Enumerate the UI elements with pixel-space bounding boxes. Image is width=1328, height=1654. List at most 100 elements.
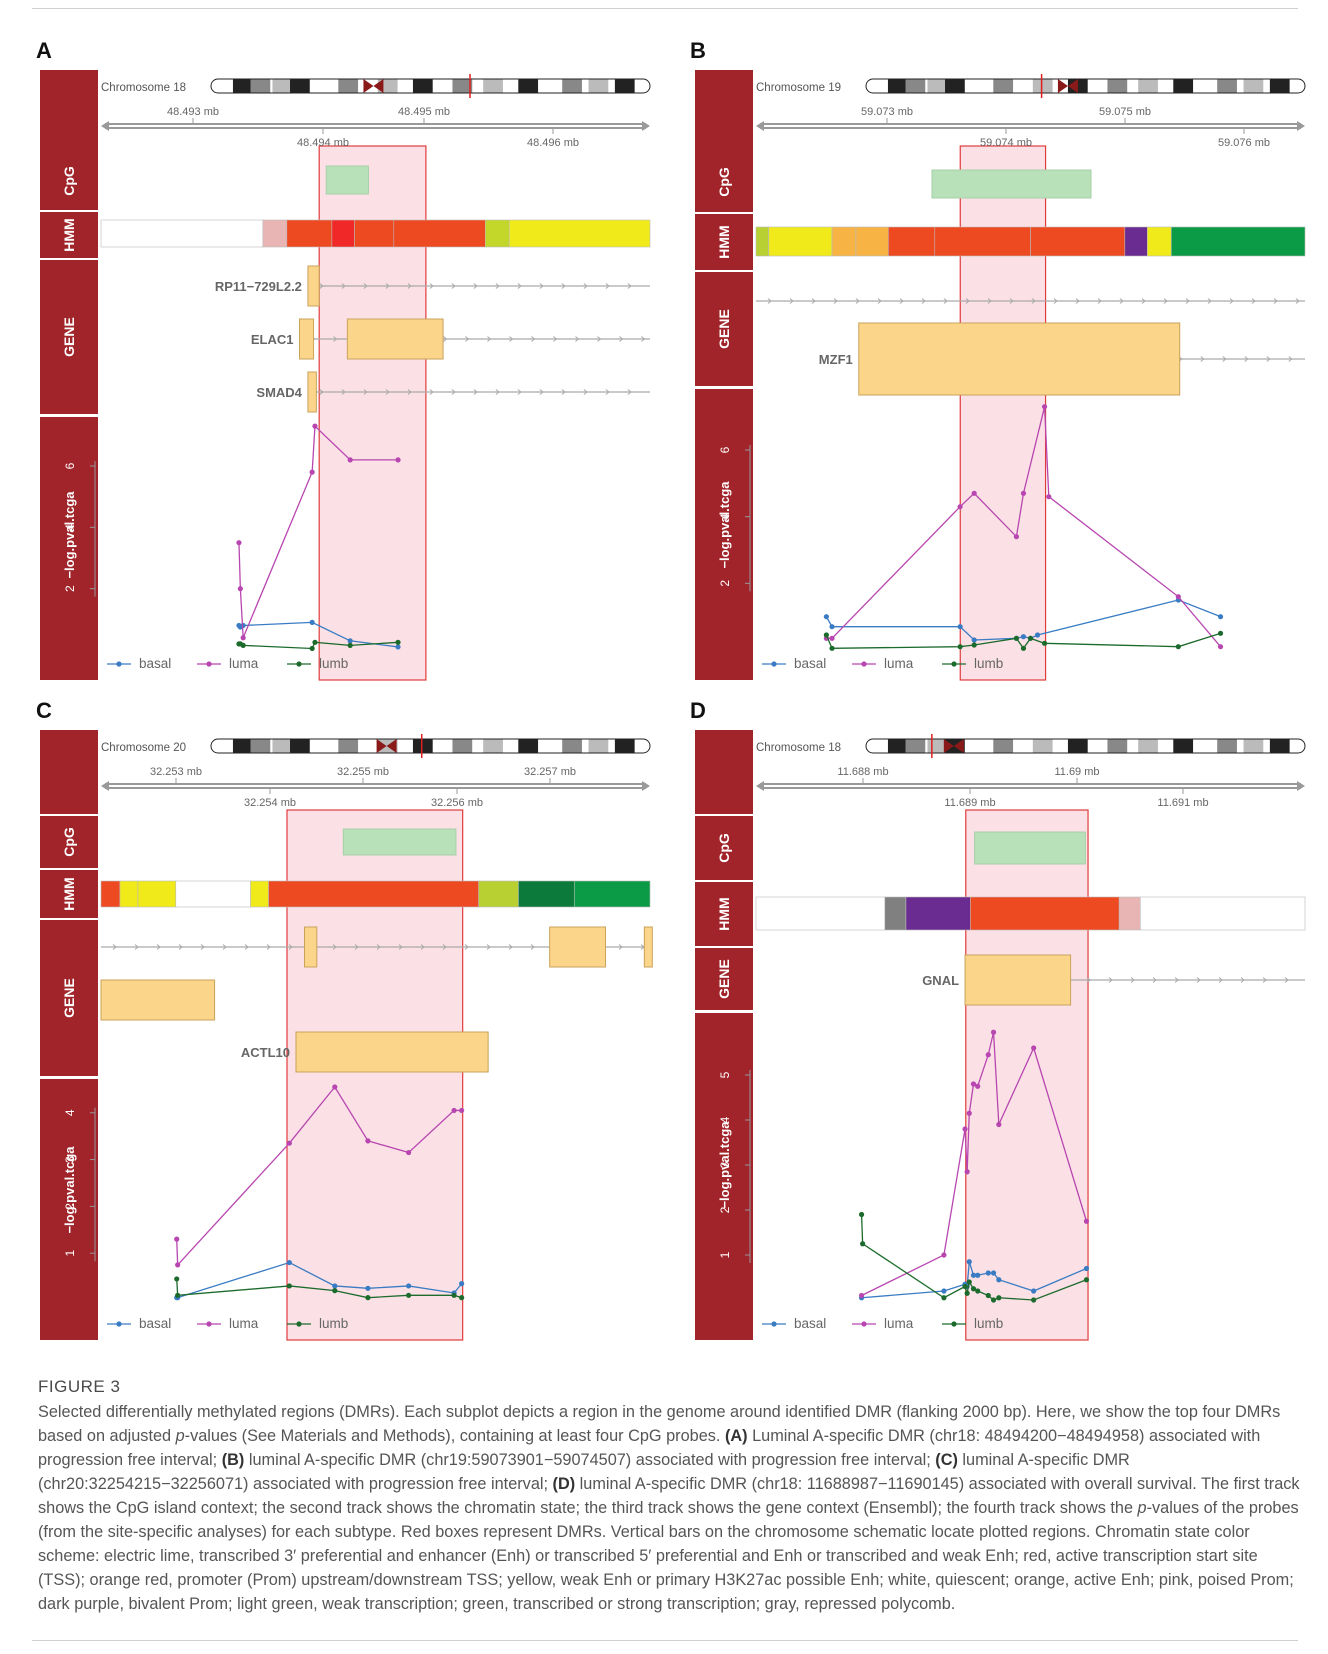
legend-label-luma: luma <box>884 1316 914 1331</box>
series-point-basal <box>990 1270 997 1276</box>
series-point-luma <box>312 423 318 429</box>
axis-tick-label-bottom: 11.689 mb <box>944 797 995 809</box>
chromosome-band <box>993 739 1014 753</box>
chromosome-band <box>927 79 948 93</box>
track-label-hmm: HMM <box>61 218 77 251</box>
series-point-luma <box>451 1107 457 1114</box>
series-line-luma <box>826 406 1222 648</box>
centromere-right <box>386 739 397 753</box>
hmm-segment <box>755 226 769 257</box>
gene-strand-arrow <box>473 283 478 289</box>
gene-strand-arrow <box>1284 977 1289 983</box>
series-point-lumb <box>964 1290 970 1296</box>
bottom-rule <box>32 1640 1298 1641</box>
series-point-basal <box>970 1272 977 1278</box>
gene-strand-arrow <box>407 389 412 395</box>
series-point-luma <box>962 1126 968 1132</box>
chromosome-band <box>1269 79 1290 93</box>
gene-strand-arrow <box>429 389 434 395</box>
series-point-luma <box>990 1029 997 1035</box>
series-point-luma <box>240 635 246 641</box>
y-axis-label: −log.pval.tcga <box>62 1146 77 1234</box>
series-point-luma <box>1041 404 1048 410</box>
side-block-gene <box>695 272 753 386</box>
gene-strand-arrow <box>1262 977 1267 983</box>
side-block-hmm <box>40 212 98 258</box>
axis-arrow-right <box>642 121 650 131</box>
gene-strand-arrow <box>407 283 412 289</box>
gene-strand-arrow <box>178 944 183 950</box>
series-line-basal <box>825 599 1221 641</box>
panel-letter-a: A <box>36 38 52 63</box>
series-point-lumb <box>365 1295 371 1301</box>
series-point-basal <box>309 619 315 626</box>
figure-caption: Selected differentially methylated regio… <box>38 1400 1300 1616</box>
series-point-basal <box>395 644 401 650</box>
chromosome-band <box>1032 79 1053 93</box>
legend-label-luma: luma <box>229 656 259 671</box>
gene-exon <box>964 954 1072 1006</box>
gene-strand-arrow <box>561 389 566 395</box>
legend-label-luma: luma <box>229 1316 259 1331</box>
side-block-title <box>40 730 98 814</box>
hmm-segment <box>884 896 907 931</box>
gene-strand-arrow <box>222 944 227 950</box>
series-point-lumb <box>240 642 246 649</box>
gene-exon <box>100 979 216 1021</box>
panel-letter-d: D <box>690 698 706 723</box>
track-label-hmm: HMM <box>61 877 77 910</box>
legend-label-luma: luma <box>884 656 914 671</box>
panel-a: CpG HMM GENE −log.pval.tcga Chromosome 18 48.… <box>40 70 651 681</box>
gene-strand-arrow <box>1174 977 1179 983</box>
side-block-hmm <box>695 214 753 270</box>
gene-strand-arrow <box>789 298 794 304</box>
panel-b: CpG HMM GENE −log.pval.tcga Chromosome 19 59.… <box>695 70 1306 681</box>
chromosome-band <box>887 79 908 93</box>
hmm-segment <box>934 226 1031 257</box>
gene-strand-arrow <box>1119 298 1124 304</box>
gene-strand-arrow <box>376 944 381 950</box>
hmm-segment <box>1170 226 1306 257</box>
series-point-lumb <box>451 1292 457 1298</box>
gene-strand-arrow <box>451 389 456 395</box>
gene-label: GNAL <box>922 973 959 988</box>
gene-strand-arrow <box>134 944 139 950</box>
gene-strand-arrow <box>1240 977 1245 983</box>
gene-strand-arrow <box>605 283 610 289</box>
gene-strand-arrow <box>1086 977 1091 983</box>
series-point-basal <box>1217 614 1224 620</box>
gene-strand-arrow <box>531 336 536 342</box>
hmm-segment <box>1140 896 1306 931</box>
caption-c-label: (C) <box>935 1451 958 1469</box>
axis-arrow-left <box>756 781 764 791</box>
series-point-luma <box>1175 594 1181 600</box>
series-point-basal <box>347 638 353 644</box>
gene-exon <box>858 322 1181 396</box>
series-point-luma <box>236 540 242 546</box>
legend-point-lumb <box>296 661 302 667</box>
series-point-luma <box>395 457 401 463</box>
chromosome-band <box>290 79 310 93</box>
gene-strand-arrow <box>333 336 338 342</box>
side-block-cpg <box>40 816 98 868</box>
series-point-lumb <box>996 1295 1002 1301</box>
chromosome-band <box>1107 739 1128 753</box>
series-point-luma <box>858 1292 865 1299</box>
y-tick-label: 1 <box>63 1250 77 1257</box>
chromosome-label: Chromosome 18 <box>101 82 186 94</box>
gene-strand-arrow <box>561 283 566 289</box>
series-point-lumb <box>962 1283 968 1290</box>
series-point-basal <box>406 1283 412 1289</box>
caption-d-text: luminal A-specific DMR (chr18: 11688987−… <box>38 1475 1300 1517</box>
gene-strand-arrow <box>1097 298 1102 304</box>
gene-strand-arrow <box>597 336 602 342</box>
legend-label-lumb: lumb <box>974 1316 1003 1331</box>
caption-c-text: luminal A-specific DMR (chr20:32254215−3… <box>38 1451 1130 1493</box>
series-point-lumb <box>175 1292 181 1298</box>
chromosome-band <box>412 739 433 753</box>
y-tick-label: 3 <box>718 1161 732 1168</box>
track-label-gene: GENE <box>61 978 77 1018</box>
series-point-lumb <box>1217 630 1224 636</box>
gene-strand-arrow <box>1009 298 1014 304</box>
series-point-basal <box>975 1272 981 1278</box>
